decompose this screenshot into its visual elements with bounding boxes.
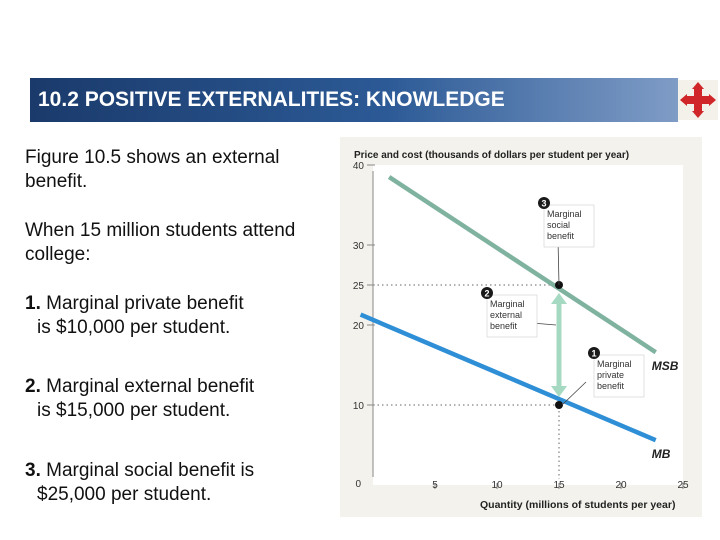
x-tick-label: 15 [553,480,565,491]
annotation-box [543,204,595,248]
y-axis-label: Price and cost (thousands of dollars per… [354,150,629,161]
point-3-text2: $25,000 per student. [37,484,212,505]
point-2: 2. Marginal external benefit is $15,000 … [25,375,325,423]
point-3: 3. Marginal social benefit is $25,000 pe… [25,459,325,507]
series-label-msb: MSB [652,359,679,373]
intro-text-2: When 15 million students attend college: [25,220,296,265]
x-tick-label: 5 [432,480,438,491]
x-tick-label: 25 [677,480,689,491]
point-1-text: Marginal private benefit [46,293,244,314]
annotation-number: 2 [484,289,489,299]
title-bar: 10.2 POSITIVE EXTERNALITIES: KNOWLEDGE [30,78,678,122]
x-tick-label: 0 [355,479,361,490]
series-line-msb [387,175,657,355]
point-3-text: Marginal social benefit is [46,460,255,481]
annotation-text: Marginal [597,359,632,369]
series-line-mb [359,312,657,443]
externality-chart: Price and cost (thousands of dollars per… [353,150,689,511]
point-1-text2: is $10,000 per student. [37,317,231,338]
annotation-badge [588,347,600,359]
slide-title: 10.2 POSITIVE EXTERNALITIES: KNOWLEDGE [38,88,505,111]
y-tick-label: 20 [353,321,365,332]
annotation-text: external [490,310,522,320]
annotation-text: private [597,370,624,380]
point-3-num: 3. [25,460,41,481]
y-tick-label: 30 [353,241,365,252]
intro-text-1: Figure 10.5 shows an external benefit. [25,147,280,192]
x-tick-label: 20 [615,480,627,491]
point-2-text2: is $15,000 per student. [37,400,231,421]
annotation-number: 3 [541,199,546,209]
arrow-head-up [551,293,567,304]
annotation-number: 1 [591,349,596,359]
point-2-text: Marginal external benefit [46,376,255,397]
annotation-box [593,354,645,398]
annotation-text: benefit [490,321,518,331]
arrow-head-down [551,386,567,397]
chart-panel: Price and cost (thousands of dollars per… [340,137,702,517]
annotation-badge [481,287,493,299]
y-tick-label: 10 [353,401,365,412]
annotation-badge [538,197,550,209]
data-point [555,401,563,409]
point-1: 1. Marginal private benefit is $10,000 p… [25,292,325,340]
point-1-num: 1. [25,293,41,314]
y-tick-label: 40 [353,161,365,172]
annotation-text: social [547,220,570,230]
series-label-mb: MB [652,447,671,461]
red-cross-arrows-icon [678,80,718,120]
annotation-text: benefit [547,231,575,241]
callout-line [561,381,587,406]
y-tick-label: 25 [353,281,365,292]
x-axis-label: Quantity (millions of students per year) [480,499,675,511]
point-2-num: 2. [25,376,41,397]
annotation-text: Marginal [547,209,582,219]
x-tick-label: 10 [491,480,503,491]
annotation-text: Marginal [490,299,525,309]
annotation-box [486,294,538,338]
annotation-text: benefit [597,381,625,391]
